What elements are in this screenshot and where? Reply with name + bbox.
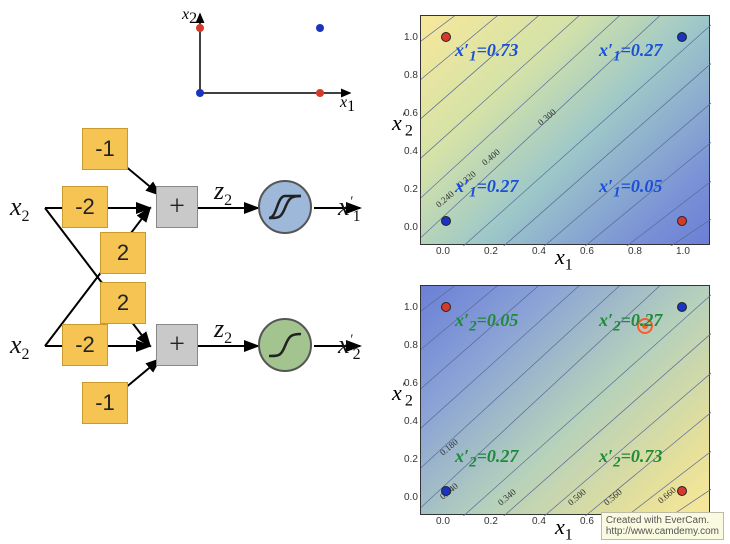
hm2-pt-bl [441, 486, 451, 496]
svg-text:0.660: 0.660 [656, 485, 678, 506]
hm1-pt-br [677, 216, 687, 226]
hm2-pt-tl [441, 302, 451, 312]
weight-w21: 2 [100, 282, 146, 324]
mini-pt-01 [196, 24, 204, 32]
sigmoid-1 [258, 180, 312, 234]
hm2-ytick: 0.4 [404, 416, 418, 427]
hm1-ytick: 0.4 [404, 146, 418, 157]
svg-text:0.300: 0.300 [536, 107, 558, 128]
hm1-ytick: 0.6 [404, 108, 418, 119]
hm1-annot-tl: x′1=0.73 [455, 40, 518, 66]
svg-text:0.400: 0.400 [480, 147, 502, 168]
hm1-ytick: 0.2 [404, 184, 418, 195]
mini-pt-00 [196, 89, 204, 97]
hm2-xtick: 0.2 [484, 516, 498, 527]
watermark-line1: Created with EverCam. [606, 515, 719, 526]
weight-bias2: -1 [82, 382, 128, 424]
hm1-pt-bl [441, 216, 451, 226]
hm2-ytick: 0.2 [404, 454, 418, 465]
z2-label: z2 [214, 314, 232, 348]
weight-w12: 2 [100, 232, 146, 274]
hm2-xtick: 0.6 [580, 516, 594, 527]
z1-label: z2 [214, 176, 232, 210]
hm1-annot-br: x′1=0.05 [599, 176, 662, 202]
hm2-pt-br [677, 486, 687, 496]
svg-text:0.500: 0.500 [566, 487, 588, 508]
sigmoid-curve-icon [267, 192, 303, 222]
watermark-line2: http://www.camdemy.com [606, 526, 719, 537]
output-x1prime: x′1 [338, 192, 361, 226]
input-x2-upper: x2 [10, 192, 30, 226]
weight-bias1: -1 [82, 128, 128, 170]
output-x2prime: x′2 [338, 330, 361, 364]
hm1-pt-tr [677, 32, 687, 42]
hm2-xlabel: x1 [555, 514, 573, 544]
mini-y-label: x2 [182, 6, 197, 28]
hm2-pt-tr [677, 302, 687, 312]
svg-text:0.340: 0.340 [496, 487, 518, 508]
svg-text:0.240: 0.240 [434, 189, 456, 210]
hm2-annot-tl: x′2=0.05 [455, 310, 518, 336]
mini-pt-11 [316, 24, 324, 32]
page: x2 x2 -1 -2 2 2 -2 -1 + + z2 z2 x′1 x′2 [0, 0, 730, 544]
hm2-ytick: 1.0 [404, 302, 418, 313]
sigmoid-curve-icon [267, 330, 303, 360]
heatmap-x2prime: 0.180 0.240 0.340 0.500 0.560 0.660 x′2=… [420, 285, 710, 515]
hm1-ytick: 1.0 [404, 32, 418, 43]
hm2-annot-tr: x′2=0.27 [599, 310, 662, 336]
hm1-ytick: 0.0 [404, 222, 418, 233]
hm1-xtick: 0.0 [436, 246, 450, 257]
hm2-xtick: 0.0 [436, 516, 450, 527]
watermark: Created with EverCam. http://www.camdemy… [601, 512, 724, 540]
sigmoid-2 [258, 318, 312, 372]
hm1-xtick: 1.0 [676, 246, 690, 257]
mini-pt-10 [316, 89, 324, 97]
svg-text:0.560: 0.560 [602, 487, 624, 508]
hm2-annot-bl: x′2=0.27 [455, 446, 518, 472]
sum-node-2: + [156, 324, 198, 366]
mini-axes-svg [180, 8, 360, 108]
heatmap-x1prime: 0.240 0.320 0.400 0.300 x′1=0.73 x′1=0.2… [420, 15, 710, 245]
hm1-xtick: 0.6 [580, 246, 594, 257]
input-x2-lower: x2 [10, 330, 30, 364]
hm2-ytick: 0.0 [404, 492, 418, 503]
hm1-xtick: 0.2 [484, 246, 498, 257]
hm1-ytick: 0.8 [404, 70, 418, 81]
hm1-xtick: 0.4 [532, 246, 546, 257]
hm1-pt-tl [441, 32, 451, 42]
hm1-xlabel: x1 [555, 244, 573, 274]
weight-w22: -2 [62, 324, 108, 366]
mini-scatter-plot: x1 x2 [180, 8, 360, 108]
hm1-annot-bl: x′1=0.27 [455, 176, 518, 202]
hm1-xtick: 0.8 [628, 246, 642, 257]
hm2-annot-br: x′2=0.73 [599, 446, 662, 472]
weight-w11: -2 [62, 186, 108, 228]
hm2-ytick: 0.8 [404, 340, 418, 351]
hm2-ytick: 0.6 [404, 378, 418, 389]
mini-x-label: x1 [340, 94, 355, 116]
hm2-xtick: 0.4 [532, 516, 546, 527]
sum-node-1: + [156, 186, 198, 228]
hm1-annot-tr: x′1=0.27 [599, 40, 662, 66]
